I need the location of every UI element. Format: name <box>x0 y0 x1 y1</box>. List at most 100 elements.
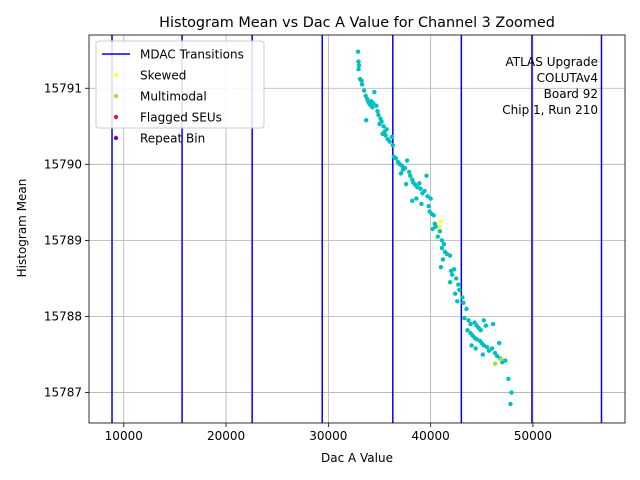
data-point <box>407 173 413 178</box>
data-point <box>466 318 471 323</box>
y-axis-label: Histogram Mean <box>15 179 29 278</box>
plot-frame <box>88 34 626 424</box>
skewed-point <box>437 224 443 229</box>
data-point <box>461 300 466 305</box>
data-point <box>418 186 423 191</box>
data-point <box>496 340 502 346</box>
data-point <box>398 171 404 176</box>
data-point <box>414 196 419 201</box>
chart-title: Histogram Mean vs Dac A Value for Channe… <box>159 15 555 31</box>
y-tick-label: 15787 <box>44 386 82 400</box>
data-points-layer <box>355 49 514 407</box>
data-point <box>460 295 465 300</box>
data-point <box>473 346 478 351</box>
legend-label: Flagged SEUs <box>140 111 222 125</box>
data-point <box>489 346 495 351</box>
x-tick-label: 20000 <box>207 429 245 443</box>
data-point <box>424 173 429 178</box>
data-point <box>377 121 382 127</box>
annotation-line: Chip 1, Run 210 <box>502 103 598 117</box>
data-point <box>441 242 447 247</box>
legend: MDAC Transitions Skewed Multimodal Flagged … <box>95 40 265 146</box>
data-point <box>356 59 361 64</box>
annotation-line: COLUTAv4 <box>537 71 598 85</box>
data-point <box>465 327 470 333</box>
x-tick-label: 30000 <box>309 429 347 443</box>
legend-box <box>95 40 265 129</box>
data-point <box>447 280 453 285</box>
data-point <box>462 315 467 321</box>
data-point <box>364 118 369 123</box>
x-tick-label: 50000 <box>514 429 552 443</box>
data-point <box>356 67 361 72</box>
multimodal-point <box>499 356 504 362</box>
data-point <box>486 348 492 353</box>
skewed-point <box>438 219 444 224</box>
data-point <box>419 201 424 207</box>
data-point <box>361 88 367 93</box>
data-point <box>468 321 473 327</box>
data-point <box>417 181 422 186</box>
legend-label: MDAC Transitions <box>140 48 244 62</box>
data-point <box>451 267 457 272</box>
x-tick-label: 10000 <box>105 429 143 443</box>
multimodal-point <box>492 361 498 366</box>
legend-label: Skewed <box>140 69 186 83</box>
data-point <box>404 158 410 163</box>
data-point <box>455 299 460 304</box>
data-point <box>393 156 399 161</box>
data-point <box>480 352 486 357</box>
data-point <box>390 143 396 148</box>
data-point <box>359 78 364 83</box>
data-point <box>478 327 483 333</box>
data-point <box>428 196 433 201</box>
y-tick-label: 15791 <box>44 81 82 95</box>
data-point <box>426 203 431 209</box>
data-point <box>484 344 490 350</box>
data-point <box>508 401 513 407</box>
data-point <box>399 163 405 169</box>
data-point <box>457 287 462 293</box>
data-point <box>494 353 500 359</box>
data-point <box>433 224 438 229</box>
data-point <box>372 89 377 95</box>
data-point <box>430 226 435 232</box>
legend-label: Repeat Bin <box>140 132 205 146</box>
data-point <box>490 321 496 327</box>
data-point <box>410 198 415 204</box>
y-tick-label: 15790 <box>44 157 82 171</box>
data-point <box>359 82 365 87</box>
data-point <box>376 112 381 118</box>
data-point <box>454 276 459 281</box>
data-point <box>402 165 408 171</box>
data-point <box>440 257 446 262</box>
legend-dot-marker <box>113 135 119 141</box>
annotation-line: Board 92 <box>544 87 598 101</box>
data-point <box>452 291 458 296</box>
y-tick-label: 15789 <box>44 233 82 247</box>
data-point <box>464 306 469 312</box>
x-tick-label: 40000 <box>412 429 450 443</box>
data-point <box>370 105 375 110</box>
data-point <box>481 318 487 323</box>
y-tick-label: 15788 <box>44 309 82 323</box>
legend-dot-marker <box>113 114 119 120</box>
data-point <box>422 188 427 194</box>
data-point <box>483 323 489 328</box>
data-point <box>509 390 514 395</box>
run-annotation: ATLAS Upgrade COLUTAv4 Board 92 Chip 1, Run… <box>502 55 598 117</box>
data-point <box>439 245 445 251</box>
data-point <box>447 253 453 258</box>
data-point <box>437 229 443 234</box>
x-axis-label: Dac A Value <box>321 451 393 465</box>
data-point <box>403 181 409 187</box>
data-point <box>375 108 380 114</box>
data-point <box>506 376 511 382</box>
data-point <box>356 63 362 68</box>
data-point <box>371 101 376 106</box>
data-point <box>383 133 388 138</box>
data-point <box>438 264 444 270</box>
data-point <box>387 139 392 144</box>
data-point <box>389 134 394 140</box>
